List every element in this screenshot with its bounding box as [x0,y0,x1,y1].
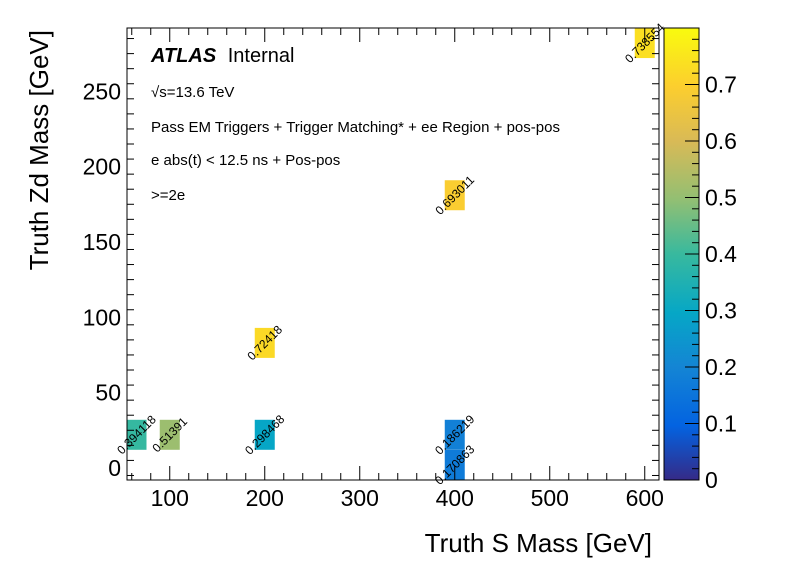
y-tick-label: 50 [95,380,121,406]
x-tick-label: 200 [246,485,284,511]
x-axis-ticks: 100 200 300 400 500 600 [131,28,664,511]
colorbar-tick-label: 0.5 [705,185,737,211]
cell-value-label: 0.693011 [432,173,477,218]
selection-line-1: Pass EM Triggers + Trigger Matching* + e… [151,119,560,136]
cell-value-label: 0.394118 [114,412,159,457]
y-tick-label: 150 [83,229,121,255]
cell-value-label: 0.738554 [622,20,668,66]
heatmap-cell [444,180,465,211]
y-tick-label: 250 [83,78,121,104]
colorbar-tick-label: 0.2 [705,354,737,380]
x-tick-label: 300 [341,485,379,511]
heatmap-cell [159,419,180,450]
colorbar-tick-label: 0 [705,467,718,493]
colorbar-tick-label: 0.4 [705,241,737,267]
plot-frame [126,27,660,481]
x-tick-label: 400 [436,485,474,511]
y-tick-label: 0 [108,455,121,481]
colorbar-tick-label: 0.3 [705,298,737,324]
svg-text:ATLAS Internal: ATLAS Internal [150,45,294,67]
heatmap-cell [126,419,147,450]
colorbar-ticks: 0 0.1 0.2 0.3 0.4 0.5 0.6 0.7 [685,38,737,493]
x-tick-label: 600 [626,485,664,511]
selection-line-2: e abs(t) < 12.5 ns + Pos-pos [151,152,340,169]
cell-value-label: 0.298468 [242,412,288,458]
atlas-label: ATLAS Internal [150,45,294,67]
x-tick-label: 100 [151,485,189,511]
y-axis-title: Truth Zd Mass [GeV] [24,30,54,270]
atlas-bold-text: ATLAS [150,45,217,67]
selection-line-3: >=2e [151,187,185,204]
y-tick-label: 100 [83,304,121,330]
heatmap-cell [254,327,275,358]
heatmap-cell [254,419,275,450]
atlas-internal-text: Internal [228,45,295,67]
colorbar-tick-label: 0.1 [705,411,737,437]
x-tick-label: 500 [531,485,569,511]
y-tick-label: 200 [83,154,121,180]
heatmap-cell [444,449,465,480]
colorbar-tick-label: 0.7 [705,72,737,98]
colorbar-tick-label: 0.6 [705,128,737,154]
heatmap-cell [444,419,465,450]
energy-label: √s=13.6 TeV [151,84,234,101]
x-axis-title: Truth S Mass [GeV] [425,528,652,558]
y-axis-ticks: 0 50 100 150 200 250 [83,38,659,481]
heatmap-cell [634,28,655,59]
